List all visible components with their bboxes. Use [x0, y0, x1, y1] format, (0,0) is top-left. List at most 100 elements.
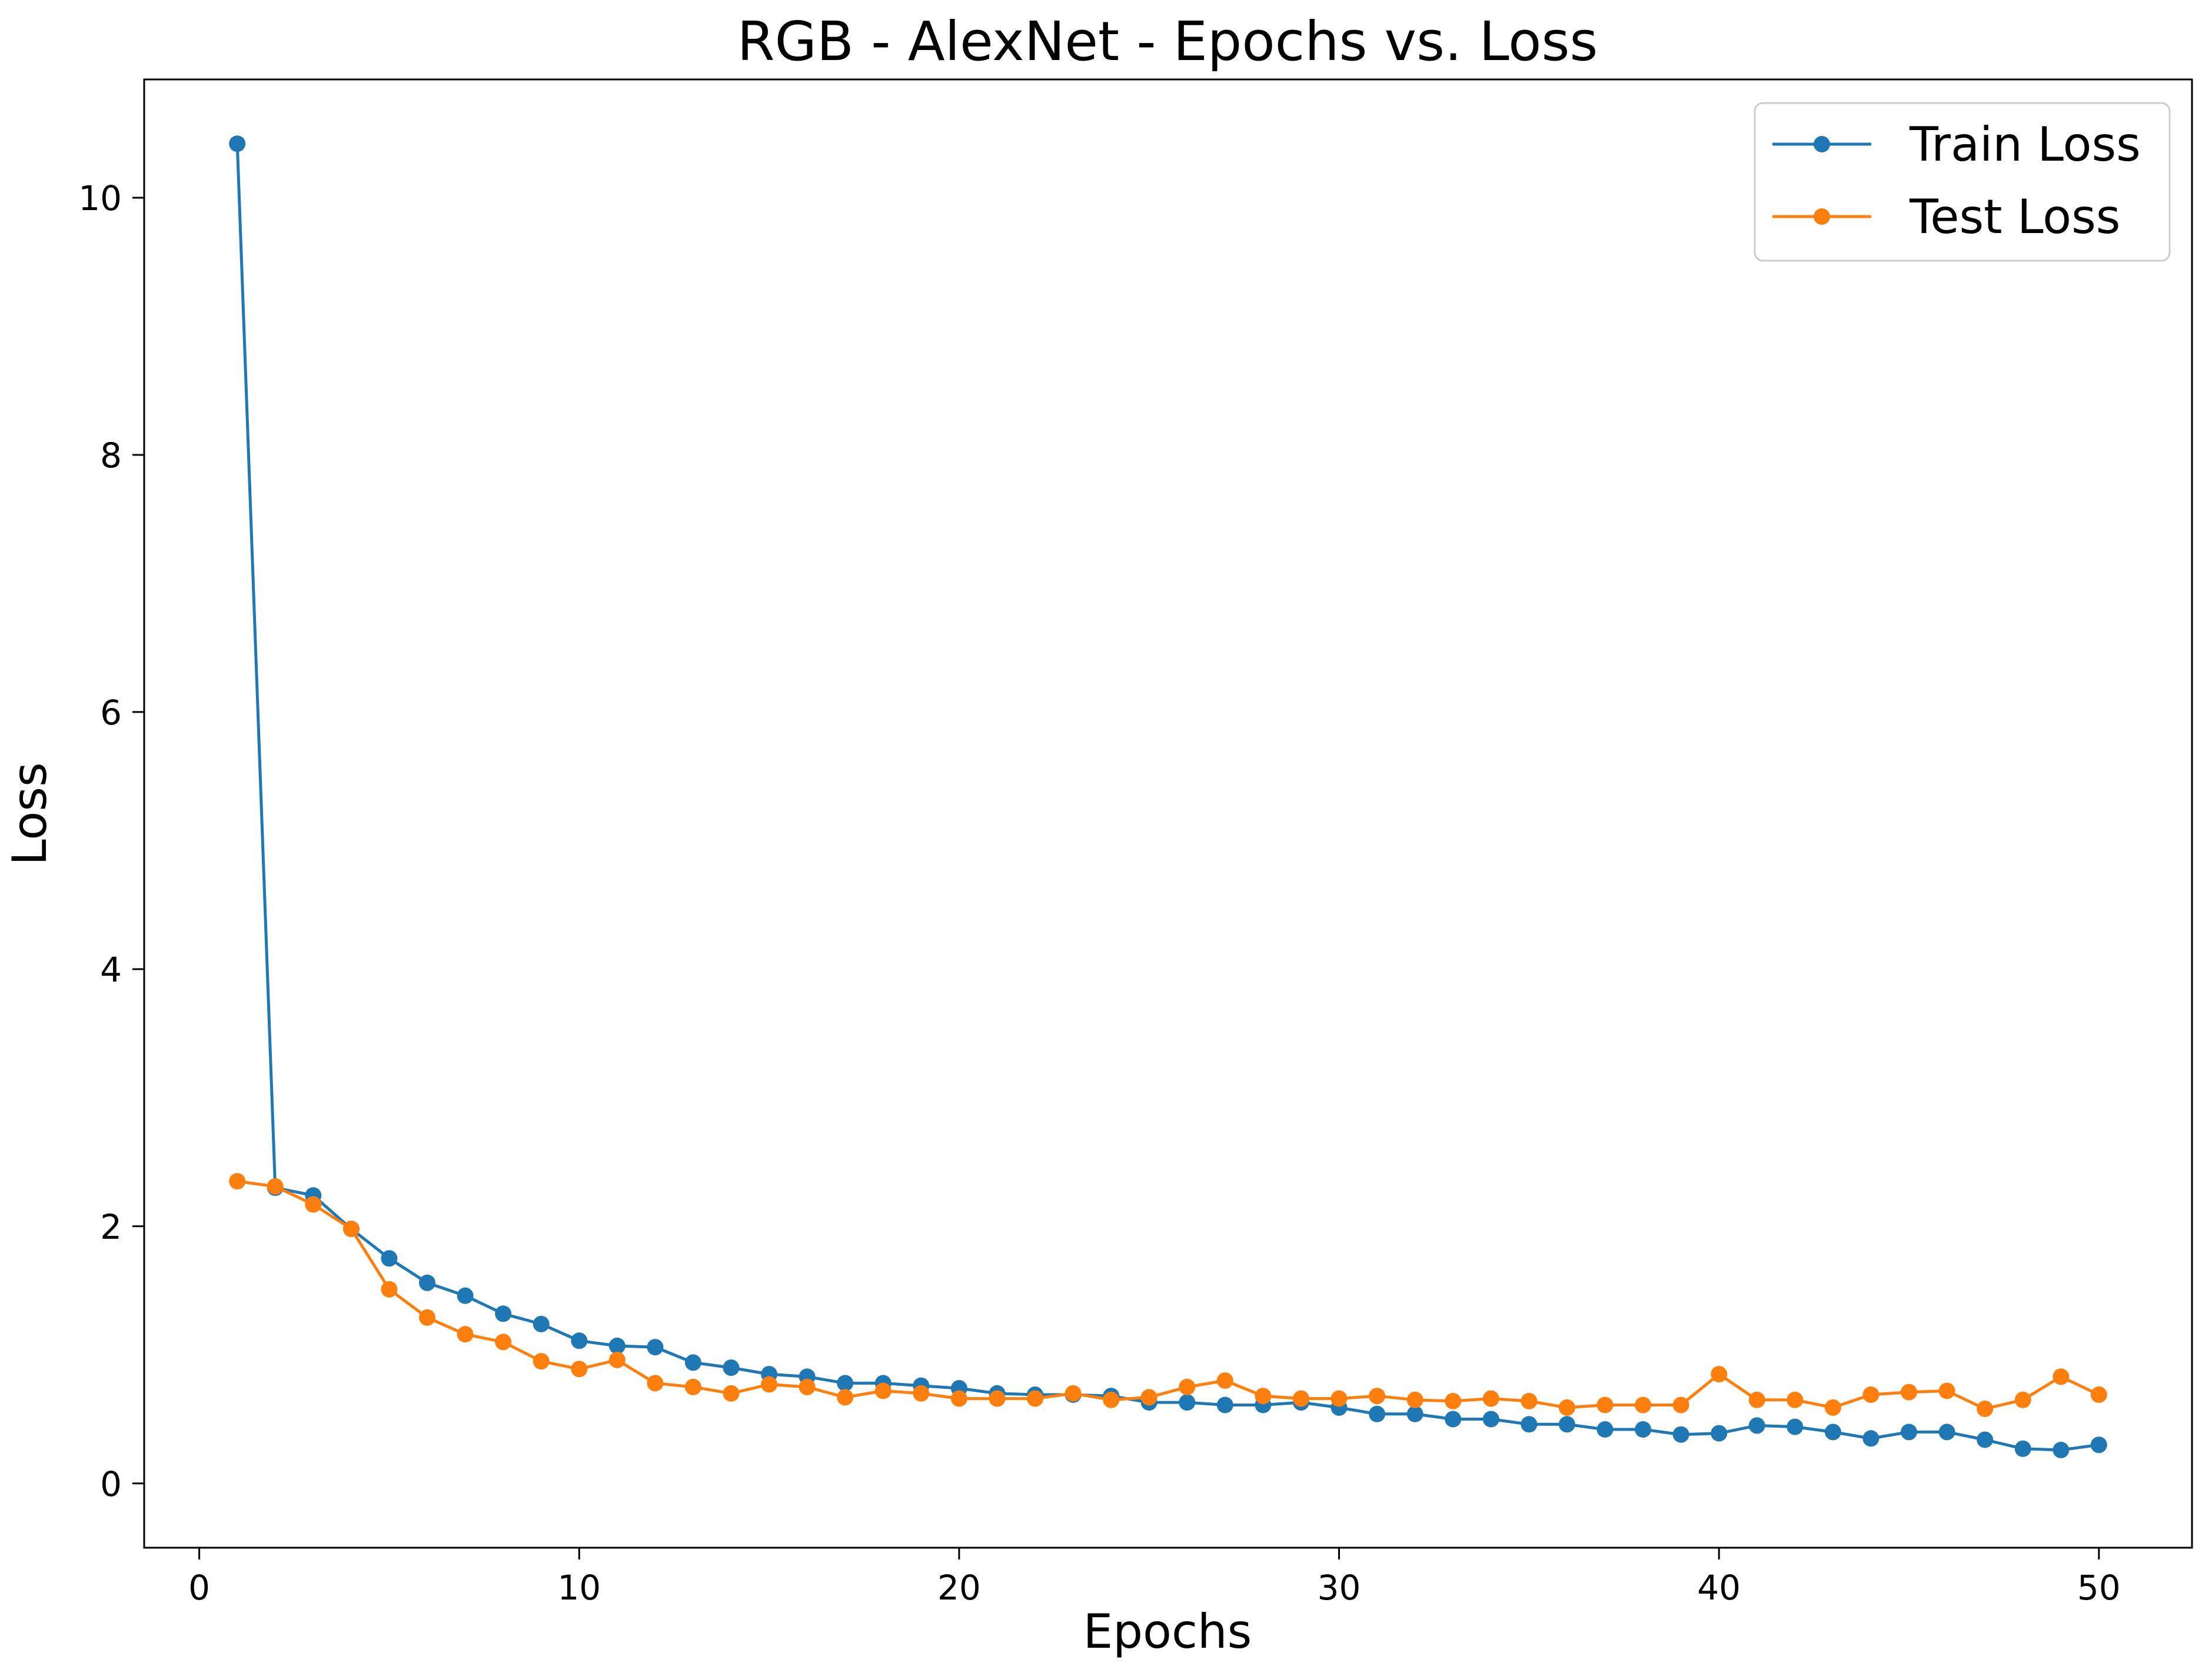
x-tick-label: 10: [557, 1568, 601, 1608]
data-point-test-loss: [1901, 1384, 1917, 1401]
y-tick-label: 0: [100, 1464, 122, 1504]
x-tick-label: 50: [2077, 1568, 2121, 1608]
data-point-test-loss: [1711, 1366, 1728, 1383]
data-point-train-loss: [495, 1305, 512, 1322]
data-point-train-loss: [229, 135, 246, 152]
data-point-train-loss: [1406, 1405, 1423, 1422]
y-tick-label: 8: [100, 435, 122, 475]
data-point-test-loss: [533, 1353, 550, 1370]
data-point-train-loss: [1862, 1430, 1880, 1447]
x-tick-label: 40: [1697, 1568, 1741, 1608]
data-point-train-loss: [533, 1315, 550, 1332]
data-point-train-loss: [457, 1287, 474, 1304]
data-point-train-loss: [647, 1339, 664, 1356]
data-point-test-loss: [1482, 1390, 1499, 1407]
data-point-test-loss: [1103, 1391, 1120, 1408]
data-point-test-loss: [761, 1376, 778, 1393]
data-point-test-loss: [1255, 1388, 1272, 1405]
data-point-train-loss: [1824, 1424, 1841, 1441]
data-point-test-loss: [2014, 1391, 2031, 1408]
data-point-train-loss: [1179, 1394, 1196, 1411]
y-axis-label: Loss: [2, 762, 57, 865]
data-point-test-loss: [1521, 1392, 1538, 1409]
data-point-train-loss: [608, 1338, 626, 1354]
data-point-train-loss: [1787, 1418, 1804, 1435]
data-point-test-loss: [1787, 1391, 1804, 1408]
data-point-test-loss: [2090, 1386, 2107, 1403]
data-point-test-loss: [799, 1378, 816, 1395]
y-tick-label: 4: [100, 950, 122, 990]
data-point-test-loss: [1445, 1392, 1462, 1409]
data-point-train-loss: [1445, 1411, 1462, 1428]
data-point-test-loss: [342, 1221, 360, 1238]
data-point-test-loss: [419, 1309, 435, 1326]
y-axis: 0 2 4 6 8 10: [78, 178, 144, 1504]
x-tick-label: 20: [937, 1568, 981, 1608]
data-point-test-loss: [1635, 1396, 1652, 1414]
data-point-test-loss: [381, 1281, 398, 1298]
data-point-train-loss: [684, 1354, 701, 1371]
data-point-train-loss: [837, 1375, 854, 1392]
legend-train-loss-marker: [1814, 136, 1830, 152]
y-tick-label: 6: [100, 693, 122, 733]
data-point-test-loss: [1596, 1396, 1614, 1414]
legend-train-loss-label: Train Loss: [1909, 117, 2141, 172]
data-point-test-loss: [874, 1382, 892, 1399]
plot-frame: [143, 78, 2193, 1549]
data-point-test-loss: [1216, 1372, 1233, 1389]
data-point-test-loss: [647, 1375, 664, 1392]
data-point-test-loss: [1027, 1390, 1043, 1407]
data-point-test-loss: [1330, 1390, 1348, 1407]
data-point-train-loss: [2053, 1442, 2070, 1458]
x-axis-label: Epochs: [1083, 1604, 1252, 1659]
legend-test-loss-marker: [1814, 208, 1830, 225]
data-point-train-loss: [419, 1274, 435, 1291]
data-point-test-loss: [1672, 1396, 1689, 1414]
data-point-test-loss: [1140, 1389, 1157, 1406]
data-point-train-loss: [1977, 1431, 1994, 1448]
chart-title: RGB - AlexNet - Epochs vs. Loss: [737, 10, 1598, 73]
data-point-test-loss: [1558, 1399, 1575, 1416]
data-point-test-loss: [571, 1361, 588, 1378]
data-point-train-loss: [1558, 1416, 1575, 1433]
data-point-test-loss: [1748, 1391, 1765, 1408]
data-point-test-loss: [1293, 1390, 1309, 1407]
legend-test-loss-label: Test Loss: [1909, 189, 2120, 244]
data-point-test-loss: [684, 1378, 701, 1395]
data-point-train-loss: [1596, 1421, 1614, 1438]
y-tick-label: 10: [78, 178, 122, 218]
data-point-train-loss: [1711, 1425, 1728, 1442]
data-point-test-loss: [267, 1178, 284, 1195]
data-point-train-loss: [381, 1250, 398, 1267]
data-point-test-loss: [723, 1385, 740, 1402]
data-point-train-loss: [2090, 1436, 2107, 1454]
data-point-test-loss: [608, 1352, 626, 1368]
data-point-test-loss: [1065, 1385, 1082, 1402]
data-point-test-loss: [1862, 1386, 1880, 1403]
data-point-test-loss: [1824, 1399, 1841, 1416]
data-point-train-loss: [571, 1332, 588, 1349]
data-point-train-loss: [1748, 1417, 1765, 1434]
data-point-train-loss: [1369, 1405, 1386, 1422]
data-point-train-loss: [1672, 1426, 1689, 1443]
data-point-test-loss: [305, 1196, 322, 1213]
y-tick-label: 2: [100, 1207, 122, 1247]
data-point-test-loss: [495, 1334, 512, 1351]
data-point-test-loss: [1406, 1391, 1423, 1408]
data-point-test-loss: [989, 1390, 1006, 1407]
plot-area: [229, 135, 2107, 1458]
data-point-test-loss: [1179, 1378, 1196, 1395]
data-point-test-loss: [837, 1389, 854, 1406]
data-point-train-loss: [1521, 1416, 1538, 1433]
x-tick-label: 30: [1318, 1568, 1361, 1608]
legend-box: [1754, 102, 2171, 262]
data-point-test-loss: [1977, 1401, 1994, 1417]
data-point-test-loss: [1938, 1382, 1955, 1399]
data-point-test-loss: [950, 1390, 967, 1407]
x-tick-label: 0: [188, 1568, 210, 1608]
data-point-test-loss: [2053, 1368, 2070, 1385]
data-point-test-loss: [229, 1173, 246, 1190]
legend: Train Loss Test Loss: [1754, 102, 2171, 262]
data-point-train-loss: [1901, 1424, 1917, 1441]
data-point-train-loss: [1482, 1411, 1499, 1428]
